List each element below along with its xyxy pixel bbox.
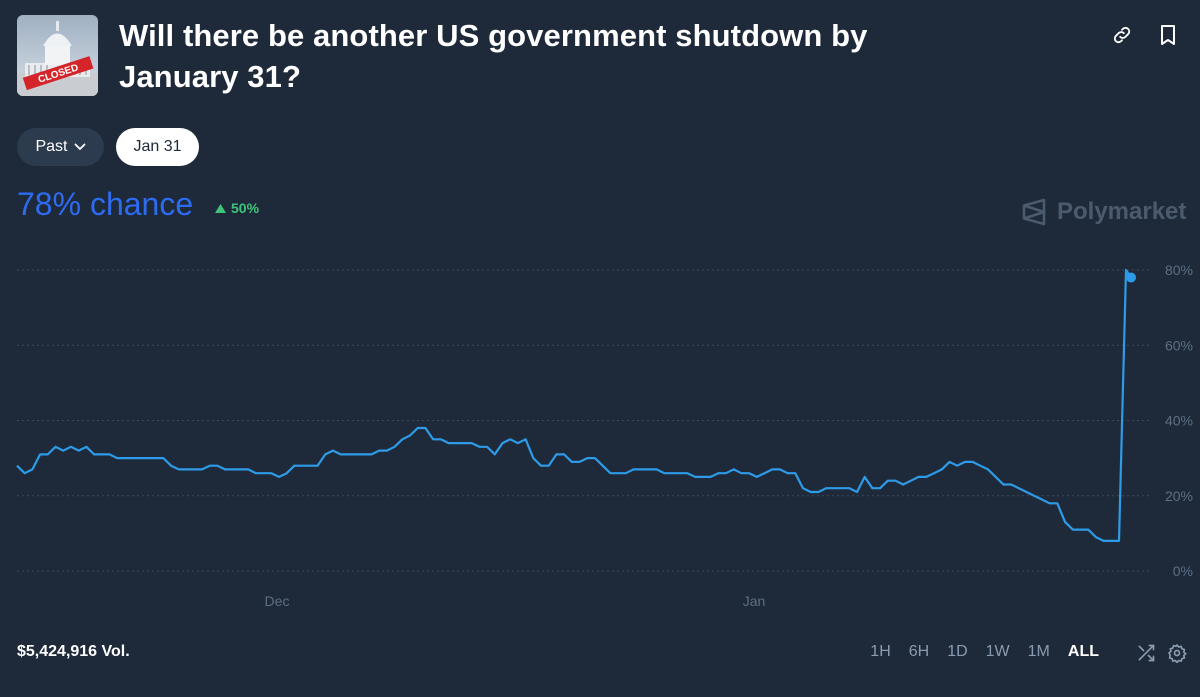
range-6h[interactable]: 6H	[908, 643, 930, 660]
range-selector: 1H 6H 1D 1W 1M ALL	[870, 643, 1099, 661]
probability-line	[16, 268, 1132, 542]
brand-name: Polymarket	[1057, 198, 1187, 225]
chart-grid	[17, 269, 1150, 572]
range-1w[interactable]: 1W	[985, 643, 1010, 660]
range-1h[interactable]: 1H	[870, 643, 891, 660]
past-dropdown[interactable]: Past	[17, 128, 104, 166]
range-1m[interactable]: 1M	[1027, 643, 1050, 660]
price-chart: 80% 60% 40% 20% 0% Dec Jan	[16, 262, 1193, 609]
y-tick-label: 0%	[1173, 563, 1193, 579]
chevron-down-icon	[74, 143, 86, 151]
chance-delta: 50%	[215, 200, 259, 216]
bookmark-icon[interactable]	[1157, 24, 1179, 46]
y-axis-labels: 80% 60% 40% 20% 0%	[1165, 262, 1193, 579]
volume-text: $5,424,916 Vol.	[17, 643, 130, 660]
market-thumbnail: CLOSED	[17, 15, 98, 96]
y-tick-label: 60%	[1165, 337, 1193, 353]
x-tick-label: Dec	[265, 593, 290, 609]
x-axis-labels: Dec Jan	[265, 593, 766, 609]
chance-value: 78% chance	[17, 186, 194, 222]
date-option-jan-31[interactable]: Jan 31	[116, 128, 199, 166]
past-label: Past	[35, 138, 68, 155]
market-title: Will there be another US government shut…	[119, 18, 868, 94]
y-tick-label: 40%	[1165, 413, 1193, 429]
x-tick-label: Jan	[743, 593, 766, 609]
delta-value: 50%	[231, 200, 260, 216]
range-1d[interactable]: 1D	[947, 643, 968, 660]
y-tick-label: 80%	[1165, 262, 1193, 278]
current-point	[1126, 272, 1136, 283]
y-tick-label: 20%	[1165, 488, 1193, 504]
range-all[interactable]: ALL	[1067, 643, 1099, 660]
polymarket-logo: Polymarket	[1021, 198, 1186, 226]
shuffle-icon[interactable]	[1135, 642, 1157, 664]
polymarket-icon	[1022, 198, 1046, 226]
triangle-up-icon	[215, 203, 226, 213]
link-icon[interactable]	[1111, 24, 1133, 46]
settings-icon[interactable]	[1166, 642, 1188, 664]
